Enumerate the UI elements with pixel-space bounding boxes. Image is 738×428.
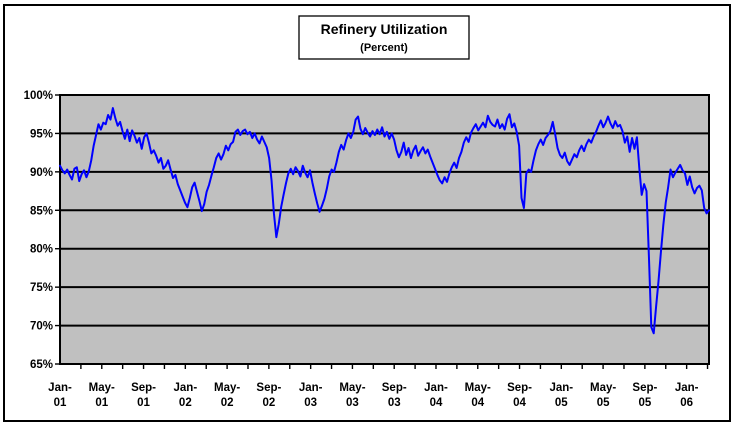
- x-axis-label-May-02: May-02: [214, 382, 240, 409]
- refinery-utilization-chart: 100% 95% 90% 85% 80% 75% 70% 65% Jan-01 May-01 Sep…: [24, 15, 710, 409]
- plot-area: [60, 95, 709, 364]
- x-axis-label-Sep-05: Sep-05: [632, 382, 657, 409]
- x-axis-label-Jan-02: Jan-02: [174, 382, 198, 409]
- y-axis-label-85: 85%: [30, 205, 53, 217]
- chart-title: Refinery Utilization: [321, 21, 448, 37]
- x-axis-label-May-01: May-01: [89, 382, 115, 409]
- chart-title-box: Refinery Utilization (Percent): [298, 15, 470, 60]
- x-axis-label-Sep-02: Sep-02: [256, 382, 281, 409]
- x-axis-label-May-05: May-05: [590, 382, 616, 409]
- y-axis-label-100: 100%: [24, 90, 53, 102]
- y-axis-label-95: 95%: [30, 128, 53, 140]
- y-axis-label-65: 65%: [30, 359, 53, 371]
- plot-generated-content: 100% 95% 90% 85% 80% 75% 70% 65% Jan-01 May-01 Sep…: [24, 90, 710, 409]
- x-axis-label-Sep-04: Sep-04: [507, 382, 532, 409]
- x-axis-label-Jan-05: Jan-05: [549, 382, 573, 409]
- x-axis-label-Sep-03: Sep-03: [382, 382, 407, 409]
- y-axis-label-75: 75%: [30, 282, 53, 294]
- x-axis-label-May-03: May-03: [339, 382, 365, 409]
- y-axis-label-90: 90%: [30, 167, 53, 179]
- chart-subtitle: (Percent): [360, 42, 408, 54]
- title-box-border: [298, 15, 470, 60]
- x-axis-label-May-04: May-04: [465, 382, 491, 409]
- x-axis-label-Jan-04: Jan-04: [424, 382, 448, 409]
- plot-border: [59, 94, 710, 365]
- chart-frame: 100% 95% 90% 85% 80% 75% 70% 65% Jan-01 May-01 Sep…: [3, 4, 731, 422]
- x-axis-label-Jan-03: Jan-03: [299, 382, 323, 409]
- y-axis-label-70: 70%: [30, 321, 53, 333]
- utilization-line-series: [59, 107, 710, 335]
- x-axis-label-Sep-01: Sep-01: [131, 382, 156, 409]
- x-axis-label-Jan-06: Jan-06: [675, 382, 699, 409]
- y-axis-label-80: 80%: [30, 244, 53, 256]
- x-axis-label-Jan-01: Jan-01: [48, 382, 72, 409]
